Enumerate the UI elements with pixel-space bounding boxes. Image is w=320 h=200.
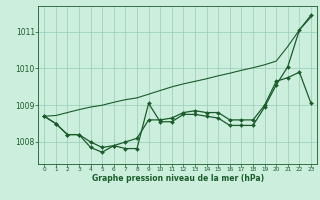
X-axis label: Graphe pression niveau de la mer (hPa): Graphe pression niveau de la mer (hPa): [92, 174, 264, 183]
